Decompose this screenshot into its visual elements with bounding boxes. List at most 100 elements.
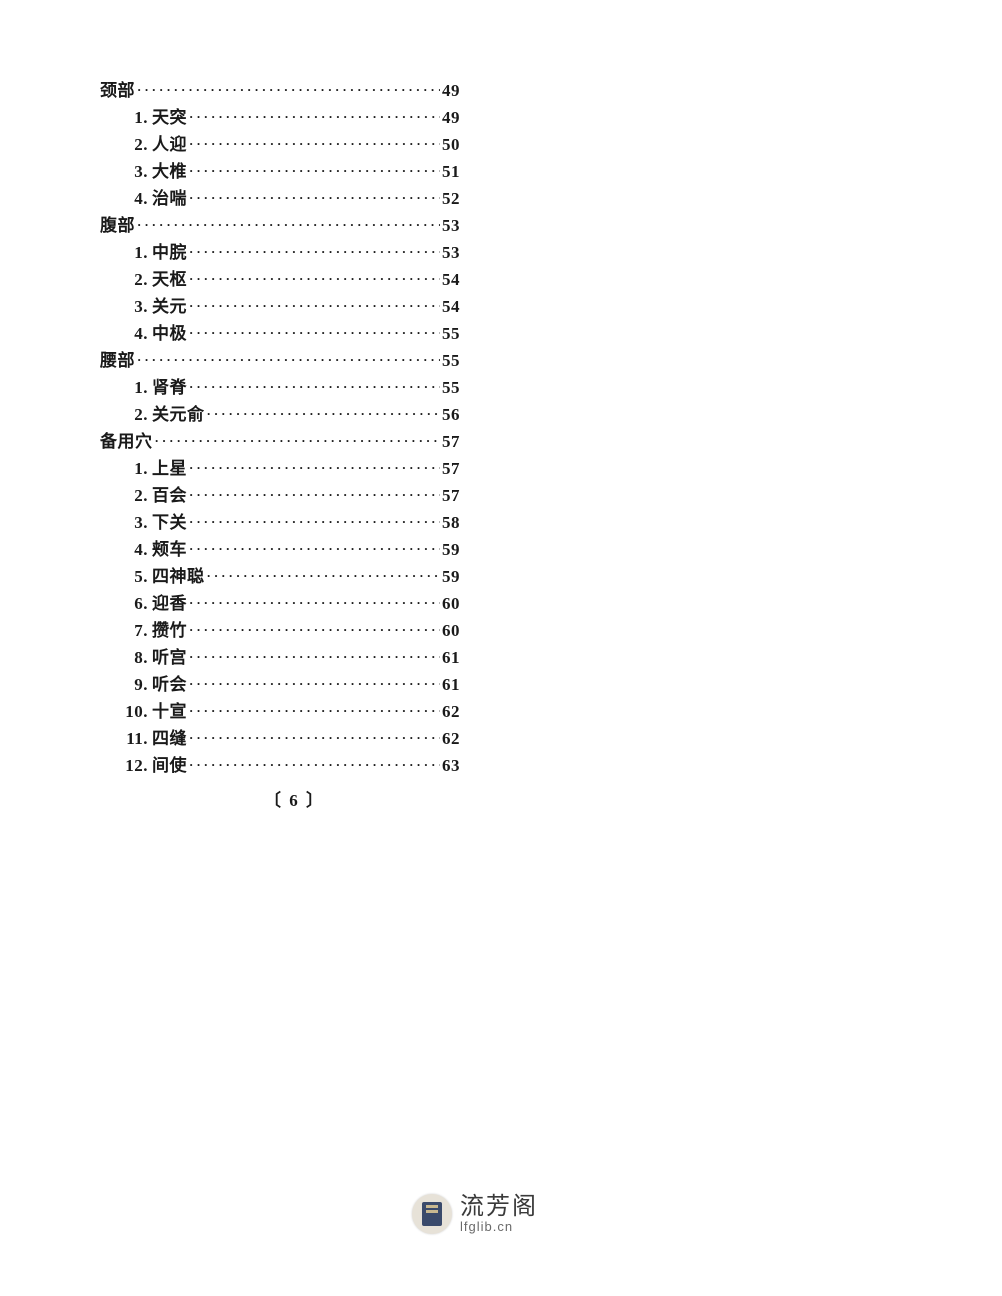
watermark-badge-icon <box>412 1194 452 1234</box>
toc-item-number: 8. <box>122 648 148 668</box>
toc-item-label: 四缝 <box>152 724 187 749</box>
toc-item-number: 10. <box>122 702 148 722</box>
toc-item-page: 49 <box>442 81 460 101</box>
toc-dot-leader: ········································… <box>137 82 440 98</box>
toc-sub-row: 4.颊车····································… <box>100 535 460 562</box>
toc-dot-leader: ········································… <box>189 676 440 692</box>
toc-sub-row: 6.迎香····································… <box>100 589 460 616</box>
toc-item-number: 1. <box>122 378 148 398</box>
toc-dot-leader: ········································… <box>189 163 440 179</box>
page-number: 〔 6 〕 <box>264 786 325 811</box>
toc-sub-row: 1.上星····································… <box>100 454 460 481</box>
toc-item-number: 3. <box>122 297 148 317</box>
toc-dot-leader: ········································… <box>189 595 440 611</box>
toc-item-page: 56 <box>442 405 460 425</box>
toc-item-label: 颊车 <box>152 535 187 560</box>
toc-item-page: 50 <box>442 135 460 155</box>
toc-item-label: 备用穴 <box>100 427 153 452</box>
toc-item-label: 肾脊 <box>152 373 187 398</box>
toc-sub-row: 8.听宫····································… <box>100 643 460 670</box>
toc-dot-leader: ········································… <box>207 406 441 422</box>
toc-item-number: 7. <box>122 621 148 641</box>
toc-dot-leader: ········································… <box>189 541 440 557</box>
toc-item-label: 大椎 <box>152 157 187 182</box>
watermark-url: lfglib.cn <box>460 1220 538 1234</box>
toc-dot-leader: ········································… <box>189 325 440 341</box>
book-icon <box>422 1202 442 1226</box>
toc-dot-leader: ········································… <box>189 271 440 287</box>
toc-item-page: 54 <box>442 297 460 317</box>
toc-item-label: 中极 <box>152 319 187 344</box>
watermark: 流芳阁 lfglib.cn <box>412 1194 538 1234</box>
toc-item-number: 4. <box>122 189 148 209</box>
toc-dot-leader: ········································… <box>189 109 440 125</box>
toc-section-row: 腹部······································… <box>100 211 460 238</box>
toc-item-number: 1. <box>122 243 148 263</box>
toc-item-label: 天枢 <box>152 265 187 290</box>
toc-item-label: 上星 <box>152 454 187 479</box>
toc-sub-row: 9.听会····································… <box>100 670 460 697</box>
toc-item-number: 4. <box>122 540 148 560</box>
toc-item-label: 四神聪 <box>152 562 205 587</box>
toc-sub-row: 1.肾脊····································… <box>100 373 460 400</box>
toc-item-number: 2. <box>122 405 148 425</box>
toc-item-number: 9. <box>122 675 148 695</box>
toc-item-label: 间使 <box>152 751 187 776</box>
toc-section-row: 备用穴·····································… <box>100 427 460 454</box>
toc-dot-leader: ········································… <box>189 190 440 206</box>
toc-sub-row: 2.百会····································… <box>100 481 460 508</box>
toc-item-page: 58 <box>442 513 460 533</box>
toc-item-page: 63 <box>442 756 460 776</box>
toc-sub-row: 11.四缝···································… <box>100 724 460 751</box>
toc-item-number: 5. <box>122 567 148 587</box>
toc-dot-leader: ········································… <box>189 703 440 719</box>
toc-item-page: 57 <box>442 432 460 452</box>
toc-item-number: 12. <box>122 756 148 776</box>
toc-item-label: 百会 <box>152 481 187 506</box>
toc-item-page: 51 <box>442 162 460 182</box>
toc-item-label: 天突 <box>152 103 187 128</box>
toc-item-page: 53 <box>442 216 460 236</box>
toc-item-page: 60 <box>442 594 460 614</box>
toc-sub-row: 5.四神聪···································… <box>100 562 460 589</box>
toc-item-page: 61 <box>442 675 460 695</box>
toc-item-page: 54 <box>442 270 460 290</box>
toc-item-label: 下关 <box>152 508 187 533</box>
toc-sub-row: 3.大椎····································… <box>100 157 460 184</box>
toc-item-page: 57 <box>442 459 460 479</box>
toc-item-number: 6. <box>122 594 148 614</box>
toc-item-number: 3. <box>122 513 148 533</box>
toc-sub-row: 4.治喘····································… <box>100 184 460 211</box>
toc-item-number: 2. <box>122 135 148 155</box>
toc-sub-row: 2.人迎····································… <box>100 130 460 157</box>
toc-dot-leader: ········································… <box>189 622 440 638</box>
toc-sub-row: 1.天突····································… <box>100 103 460 130</box>
toc-item-label: 关元俞 <box>152 400 205 425</box>
toc-item-number: 4. <box>122 324 148 344</box>
toc-item-number: 11. <box>122 729 148 749</box>
toc-item-label: 治喘 <box>152 184 187 209</box>
toc-dot-leader: ········································… <box>189 514 440 530</box>
toc-item-page: 52 <box>442 189 460 209</box>
toc-dot-leader: ········································… <box>189 649 440 665</box>
toc-sub-row: 2.天枢····································… <box>100 265 460 292</box>
toc-item-number: 3. <box>122 162 148 182</box>
toc-section-row: 腰部······································… <box>100 346 460 373</box>
toc-item-page: 55 <box>442 378 460 398</box>
toc-dot-leader: ········································… <box>155 433 441 449</box>
toc-item-page: 49 <box>442 108 460 128</box>
toc-item-label: 攒竹 <box>152 616 187 641</box>
toc-sub-row: 3.关元····································… <box>100 292 460 319</box>
toc-item-label: 颈部 <box>100 76 135 101</box>
toc-item-page: 57 <box>442 486 460 506</box>
toc-dot-leader: ········································… <box>189 757 440 773</box>
toc-item-page: 62 <box>442 729 460 749</box>
toc-item-number: 2. <box>122 486 148 506</box>
toc-sub-row: 7.攒竹····································… <box>100 616 460 643</box>
toc-item-page: 55 <box>442 324 460 344</box>
toc-dot-leader: ········································… <box>189 379 440 395</box>
toc-item-page: 61 <box>442 648 460 668</box>
toc-section-row: 颈部······································… <box>100 76 460 103</box>
toc-sub-row: 1.中脘····································… <box>100 238 460 265</box>
toc-item-page: 62 <box>442 702 460 722</box>
